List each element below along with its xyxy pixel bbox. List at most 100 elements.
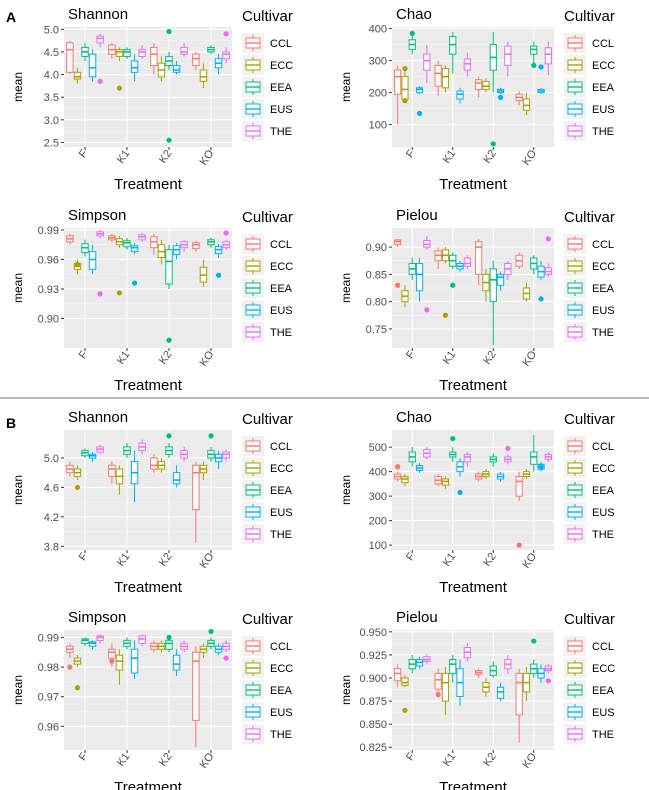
- x-tick-label: K1: [115, 751, 133, 769]
- legend-label: EEA: [270, 283, 293, 295]
- outlier-point: [531, 638, 537, 644]
- chart-B-pielou: Pielou 0.825 0.850 0.875 0.900 0.925 0.950 F K1 K…: [339, 609, 615, 790]
- legend-label: EUS: [270, 104, 293, 116]
- box-eus-f: [88, 452, 97, 462]
- box-ecc-f: [401, 675, 409, 713]
- box-the-f: [96, 33, 104, 84]
- box-eea-ko: [530, 255, 538, 275]
- y-tick-label: 400: [369, 467, 387, 479]
- outlier-point: [166, 337, 172, 343]
- x-tick-label: K1: [441, 551, 459, 569]
- y-tick-label: 3.5: [44, 92, 59, 104]
- y-tick-label: 3.0: [44, 115, 59, 127]
- box-ccl-f: [66, 461, 74, 477]
- box-ecc-ko: [199, 643, 208, 659]
- x-axis-label: Treatment: [114, 176, 183, 193]
- y-tick-label: 0.925: [359, 650, 387, 662]
- outlier-point: [545, 236, 551, 242]
- outlier-point: [215, 272, 222, 278]
- legend-entry-eus: EUS: [564, 300, 615, 320]
- y-tick-label: 0.80: [366, 297, 387, 309]
- legend-entry-eea: EEA: [242, 77, 293, 97]
- box-ccl-k2: [475, 238, 483, 286]
- y-tick-label: 0.90: [38, 313, 59, 325]
- y-axis-label: mean: [11, 475, 25, 505]
- legend-title: Cultivar: [242, 411, 293, 428]
- legend-entry-ecc: ECC: [564, 256, 615, 276]
- outlier-point: [442, 312, 449, 318]
- outlier-point: [538, 64, 544, 70]
- y-tick-label: 5.0: [44, 453, 59, 465]
- y-tick-label: 0.75: [366, 324, 387, 336]
- legend-label: THE: [270, 126, 292, 138]
- x-tick-label: KO: [198, 750, 217, 770]
- outlier-point: [208, 433, 214, 439]
- box-the-f: [423, 654, 431, 665]
- box-ecc-k1: [441, 476, 450, 489]
- outlier-point: [223, 230, 229, 236]
- box-the-ko: [544, 41, 552, 75]
- box-iqr: [150, 457, 158, 470]
- legend-label: ECC: [592, 663, 615, 675]
- box-ecc-ko: [522, 666, 531, 702]
- outlier-point: [395, 282, 401, 288]
- chart-title: Simpson: [68, 609, 126, 626]
- box-eea-ko: [207, 628, 215, 650]
- outlier-point: [450, 282, 456, 288]
- legend-entry-ecc: ECC: [242, 458, 293, 478]
- box-iqr: [544, 47, 552, 65]
- box-the-f: [423, 44, 431, 83]
- box-iqr: [441, 68, 450, 89]
- x-axis-label: Treatment: [114, 579, 183, 596]
- box-the-k1: [463, 52, 471, 77]
- legend-label: THE: [592, 729, 614, 741]
- box-eus-k2: [172, 649, 181, 676]
- legend-label: EEA: [592, 485, 615, 497]
- box-iqr: [192, 651, 200, 721]
- box-eus-k1: [130, 242, 139, 286]
- y-tick-label: 4.6: [44, 482, 59, 494]
- box-eea-f: [408, 30, 416, 55]
- outlier-point: [516, 542, 522, 548]
- legend-title: Cultivar: [564, 8, 615, 25]
- chart-title: Pielou: [396, 609, 438, 626]
- box-the-k1: [138, 439, 146, 455]
- legend-title: Cultivar: [242, 611, 293, 628]
- legend-label: ECC: [270, 463, 293, 475]
- box-eus-k1: [456, 260, 464, 272]
- box-eus-k2: [172, 242, 181, 260]
- box-eus-ko: [537, 664, 545, 683]
- legend-label: CCL: [592, 641, 614, 653]
- y-tick-label: 0.99: [38, 225, 59, 237]
- box-iqr: [415, 87, 424, 94]
- box-ecc-k2: [157, 457, 166, 473]
- y-tick-label: 0.93: [38, 284, 59, 296]
- box-the-f: [423, 447, 431, 460]
- outlier-point: [435, 692, 441, 698]
- x-tick-label: K2: [157, 349, 175, 367]
- box-ccl-ko: [192, 51, 200, 71]
- box-eus-k2: [496, 682, 505, 702]
- box-ccl-k2: [150, 42, 158, 75]
- y-tick-label: 0.900: [359, 673, 387, 685]
- outlier-point: [538, 464, 544, 470]
- box-ecc-k2: [157, 56, 166, 82]
- legend-entry-ccl: CCL: [564, 33, 614, 53]
- box-iqr: [496, 686, 505, 699]
- box-ccl-f: [394, 65, 402, 125]
- box-the-k1: [138, 232, 146, 242]
- chart-B-chao: Chao 100 200 300 400 500 F K1 K2 KO Treatment mean C…: [339, 409, 615, 596]
- legend-entry-ccl: CCL: [242, 234, 292, 254]
- box-eus-f: [88, 640, 97, 650]
- box-the-f: [96, 229, 104, 297]
- box-ecc-f: [73, 67, 82, 84]
- box-eea-k2: [489, 31, 497, 147]
- x-tick-label: K2: [481, 751, 499, 769]
- legend-label: EEA: [270, 485, 293, 497]
- y-tick-label: 0.98: [38, 662, 59, 674]
- chart-title: Shannon: [68, 6, 128, 23]
- legend-entry-the: THE: [564, 322, 614, 342]
- box-the-ko: [222, 230, 230, 250]
- box-eus-k2: [496, 271, 505, 291]
- outlier-point: [166, 433, 172, 439]
